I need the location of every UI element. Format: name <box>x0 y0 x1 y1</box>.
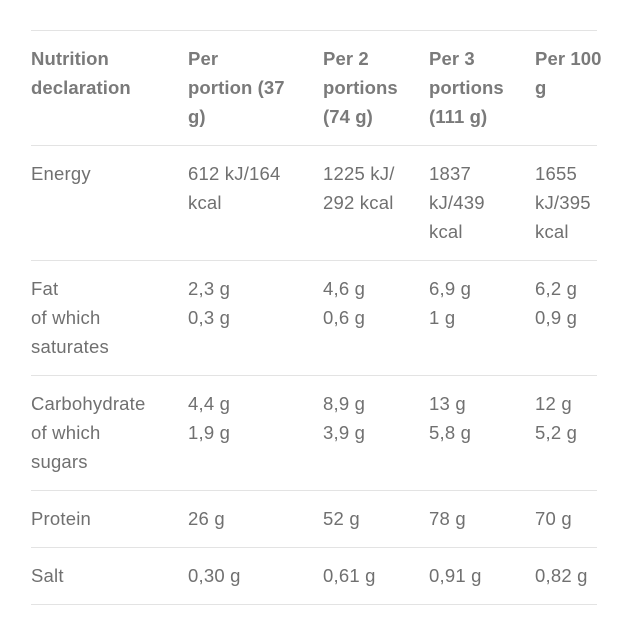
table-row-energy: Energy 612 kJ/164 kcal 1225 kJ/ 292 kcal… <box>31 145 597 261</box>
header-text: Per 100 <box>535 48 602 69</box>
table-row-protein: Protein 26 g 52 g 78 g 70 g <box>31 490 597 548</box>
header-text: declaration <box>31 77 131 98</box>
value-text: 2,3 g <box>188 278 231 299</box>
header-text: Per 3 <box>429 48 475 69</box>
header-text: Per 2 <box>323 48 369 69</box>
value-text: 78 g <box>429 508 466 529</box>
value-text: kcal <box>188 192 222 213</box>
header-per-2-portions: Per 2 portions (74 g) <box>323 30 429 146</box>
value-cell-per-portion: 0,30 g <box>188 547 323 605</box>
nutrient-label-cell: Protein <box>31 490 188 548</box>
nutrient-label-cell: Salt <box>31 547 188 605</box>
value-cell-per-100: 6,2 g 0,9 g <box>535 260 597 376</box>
value-cell-per-2: 52 g <box>323 490 429 548</box>
value-text: 1225 kJ/ <box>323 163 395 184</box>
value-cell-per-portion: 612 kJ/164 kcal <box>188 145 323 261</box>
header-per-3-portions: Per 3 portions (111 g) <box>429 30 535 146</box>
nutrient-label-cell: Energy <box>31 145 188 261</box>
value-cell-per-2: 4,6 g 0,6 g <box>323 260 429 376</box>
value-text: 5,2 g <box>535 422 578 443</box>
value-text: 1837 <box>429 163 471 184</box>
value-cell-per-portion: 26 g <box>188 490 323 548</box>
value-text: 3,9 g <box>323 422 366 443</box>
header-text: (74 g) <box>323 106 373 127</box>
header-text: g <box>535 77 547 98</box>
value-text: 70 g <box>535 508 572 529</box>
value-text: 0,30 g <box>188 565 241 586</box>
table-row-salt: Salt 0,30 g 0,61 g 0,91 g 0,82 g <box>31 547 597 605</box>
nutrition-table: Nutrition declaration Per portion (37 g)… <box>31 30 602 605</box>
header-per-portion: Per portion (37 g) <box>188 30 323 146</box>
value-cell-per-3: 1837 kJ/439 kcal <box>429 145 535 261</box>
value-cell-per-2: 0,61 g <box>323 547 429 605</box>
value-cell-per-3: 0,91 g <box>429 547 535 605</box>
header-text: portion (37 <box>188 77 285 98</box>
value-text: 6,2 g <box>535 278 578 299</box>
nutrient-label: Energy <box>31 163 91 184</box>
nutrient-label: Fat <box>31 278 59 299</box>
nutrient-label-cell: Carbohydrate of which sugars <box>31 375 188 491</box>
value-cell-per-100: 0,82 g <box>535 547 597 605</box>
nutrient-sublabel: of which <box>31 422 101 443</box>
header-text: portions <box>323 77 398 98</box>
value-text: kJ/395 <box>535 192 591 213</box>
value-cell-per-100: 70 g <box>535 490 597 548</box>
value-text: 0,91 g <box>429 565 482 586</box>
value-text: 0,3 g <box>188 307 231 328</box>
value-text: kJ/439 <box>429 192 485 213</box>
table-row-carbohydrate: Carbohydrate of which sugars 4,4 g 1,9 g… <box>31 375 597 491</box>
nutrient-sublabel: sugars <box>31 451 88 472</box>
value-text: 6,9 g <box>429 278 472 299</box>
value-text: 4,4 g <box>188 393 231 414</box>
nutrient-label: Salt <box>31 565 64 586</box>
header-nutrition-declaration: Nutrition declaration <box>31 30 188 146</box>
value-text: 8,9 g <box>323 393 366 414</box>
nutrient-label-cell: Fat of which saturates <box>31 260 188 376</box>
value-text: 1655 <box>535 163 577 184</box>
value-text: 26 g <box>188 508 225 529</box>
value-cell-per-3: 13 g 5,8 g <box>429 375 535 491</box>
value-text: 0,9 g <box>535 307 578 328</box>
value-text: 0,82 g <box>535 565 588 586</box>
header-text: (111 g) <box>429 106 488 127</box>
header-per-100g: Per 100 g <box>535 30 602 146</box>
nutrient-label: Protein <box>31 508 92 529</box>
header-text: Nutrition <box>31 48 109 69</box>
header-text: portions <box>429 77 504 98</box>
value-text: 0,61 g <box>323 565 376 586</box>
value-text: 0,6 g <box>323 307 366 328</box>
header-row: Nutrition declaration Per portion (37 g)… <box>31 30 602 146</box>
nutrient-sublabel: of which <box>31 307 101 328</box>
value-cell-per-3: 78 g <box>429 490 535 548</box>
value-text: 612 kJ/164 <box>188 163 281 184</box>
header-text: g) <box>188 106 206 127</box>
nutrient-label: Carbohydrate <box>31 393 146 414</box>
header-text: Per <box>188 48 219 69</box>
value-text: 1 g <box>429 307 456 328</box>
value-cell-per-portion: 4,4 g 1,9 g <box>188 375 323 491</box>
value-cell-per-2: 8,9 g 3,9 g <box>323 375 429 491</box>
value-text: 292 kcal <box>323 192 394 213</box>
value-text: 4,6 g <box>323 278 366 299</box>
nutrition-table-container: Nutrition declaration Per portion (37 g)… <box>31 30 602 605</box>
value-text: kcal <box>429 221 463 242</box>
value-cell-per-2: 1225 kJ/ 292 kcal <box>323 145 429 261</box>
nutrient-sublabel: saturates <box>31 336 109 357</box>
table-row-fat: Fat of which saturates 2,3 g 0,3 g 4,6 g… <box>31 260 597 376</box>
value-text: 13 g <box>429 393 466 414</box>
value-cell-per-100: 1655 kJ/395 kcal <box>535 145 597 261</box>
value-cell-per-portion: 2,3 g 0,3 g <box>188 260 323 376</box>
value-text: 5,8 g <box>429 422 472 443</box>
value-text: 52 g <box>323 508 360 529</box>
value-cell-per-100: 12 g 5,2 g <box>535 375 597 491</box>
value-text: 12 g <box>535 393 572 414</box>
value-cell-per-3: 6,9 g 1 g <box>429 260 535 376</box>
value-text: kcal <box>535 221 569 242</box>
value-text: 1,9 g <box>188 422 231 443</box>
